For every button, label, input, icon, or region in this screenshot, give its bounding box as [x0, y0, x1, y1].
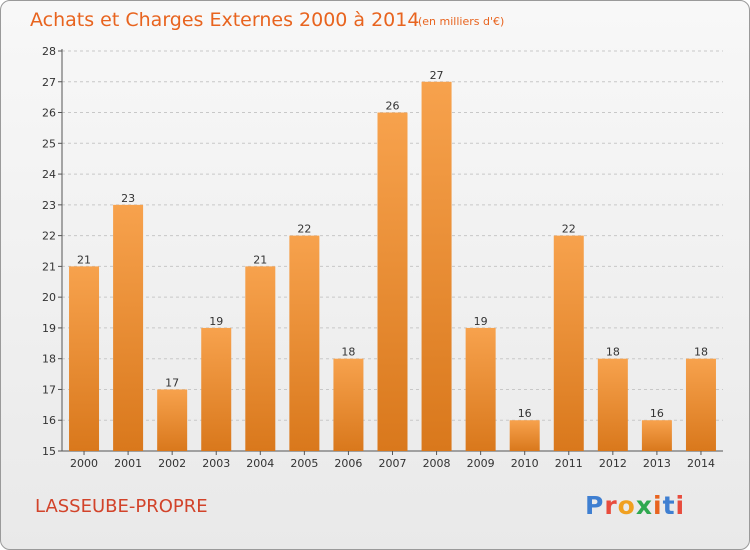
logo-letter: x	[635, 491, 653, 520]
x-tick-label-2002: 2002	[158, 457, 186, 470]
y-tick-label: 26	[42, 107, 56, 120]
bar-2010	[509, 420, 540, 451]
x-tick-label-2012: 2012	[599, 457, 627, 470]
data-label-2005: 22	[297, 223, 311, 236]
bar-2007	[377, 112, 408, 452]
y-tick-label: 19	[42, 322, 56, 335]
logo-letter: P	[585, 491, 605, 520]
logo-letter: o	[617, 491, 636, 520]
bar-2006	[333, 358, 364, 451]
data-label-2007: 26	[386, 100, 400, 113]
bars	[69, 81, 716, 452]
bar-2003	[201, 327, 232, 451]
logo-letter: i	[653, 491, 663, 520]
data-label-2004: 21	[253, 253, 267, 266]
y-tick-label: 21	[42, 260, 56, 273]
x-tick-label-2006: 2006	[334, 457, 362, 470]
data-label-2014: 18	[694, 346, 708, 359]
y-tick-label: 23	[42, 199, 56, 212]
y-tick-label: 27	[42, 76, 56, 89]
y-tick-label: 18	[42, 353, 56, 366]
commune-name: LASSEUBE-PROPRE	[35, 496, 208, 517]
logo-letter: t	[662, 491, 676, 520]
data-label-2000: 21	[77, 253, 91, 266]
y-tick-label: 17	[42, 383, 56, 396]
data-label-2008: 27	[430, 69, 444, 82]
data-label-2010: 16	[518, 407, 532, 420]
x-tick-label-2001: 2001	[114, 457, 142, 470]
x-tick-label-2011: 2011	[555, 457, 583, 470]
y-tick-label: 15	[42, 445, 56, 458]
x-tick-label-2013: 2013	[643, 457, 671, 470]
data-label-2003: 19	[209, 315, 223, 328]
x-tick-label-2004: 2004	[246, 457, 274, 470]
data-label-2006: 18	[341, 346, 355, 359]
bar-2011	[553, 235, 584, 451]
bar-2001	[113, 204, 144, 451]
bar-2014	[685, 358, 716, 451]
bar-2000	[69, 266, 100, 451]
y-tick-label: 24	[42, 168, 56, 181]
data-label-2001: 23	[121, 192, 135, 205]
bar-2013	[641, 420, 672, 451]
x-tick-label-2007: 2007	[379, 457, 407, 470]
bar-2009	[465, 327, 496, 451]
x-tick-label-2009: 2009	[467, 457, 495, 470]
data-label-2011: 22	[562, 223, 576, 236]
x-tick-label-2003: 2003	[202, 457, 230, 470]
y-tick-label: 16	[42, 414, 56, 427]
chart-title: Achats et Charges Externes 2000 à 2014	[30, 9, 420, 31]
bar-2008	[421, 81, 452, 452]
y-tick-label: 22	[42, 230, 56, 243]
bar-2004	[245, 266, 276, 451]
y-tick-label: 25	[42, 137, 56, 150]
labels: 21 2000 23 2001 17 2002 19 2003 21 2004 22 2005 18 20…	[70, 69, 715, 470]
proxiti-logo[interactable]: Proxiti	[585, 491, 685, 520]
logo-letter: r	[604, 491, 618, 520]
chart-subtitle: (en milliers d'€)	[418, 15, 505, 28]
y-tick-label: 20	[42, 291, 56, 304]
bar-2012	[597, 358, 628, 451]
bar-2005	[289, 235, 320, 451]
x-tick-label-2010: 2010	[511, 457, 539, 470]
data-label-2002: 17	[165, 376, 179, 389]
x-tick-label-2008: 2008	[423, 457, 451, 470]
x-tick-label-2005: 2005	[290, 457, 318, 470]
data-label-2009: 19	[474, 315, 488, 328]
data-label-2013: 16	[650, 407, 664, 420]
data-label-2012: 18	[606, 346, 620, 359]
bar-2002	[157, 389, 188, 451]
y-tick-label: 28	[42, 45, 56, 58]
x-tick-label-2014: 2014	[687, 457, 715, 470]
x-tick-label-2000: 2000	[70, 457, 98, 470]
logo-letter: i	[675, 491, 686, 520]
